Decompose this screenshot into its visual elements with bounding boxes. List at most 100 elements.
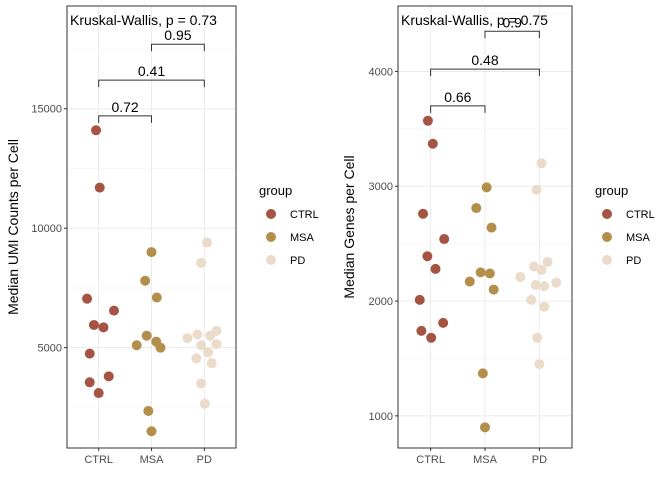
comparison-p-value: 0.9 xyxy=(502,14,522,30)
data-point-pd xyxy=(203,347,214,358)
data-point-ctrl xyxy=(84,348,95,359)
data-point-pd xyxy=(534,359,545,370)
data-point-ctrl xyxy=(93,388,104,399)
data-point-msa xyxy=(155,342,166,353)
data-point-ctrl xyxy=(439,234,450,245)
data-point-pd xyxy=(539,281,550,292)
data-point-msa xyxy=(143,405,154,416)
data-point-ctrl xyxy=(91,125,102,136)
comparison-bracket xyxy=(98,79,205,88)
data-point-msa xyxy=(146,247,157,258)
comparison-p-value: 0.48 xyxy=(471,52,498,68)
x-tick-label: MSA xyxy=(473,454,498,466)
legend: group CTRL MSA PD xyxy=(595,183,655,267)
data-point-pd xyxy=(542,257,553,268)
comparison-p-value: 0.66 xyxy=(444,89,471,105)
comparison-bracket xyxy=(151,43,205,52)
data-point-ctrl xyxy=(84,377,95,388)
data-point-ctrl xyxy=(103,371,114,382)
comparison-p-value: 0.95 xyxy=(164,27,191,43)
y-tick-label: 15000 xyxy=(31,104,62,116)
y-axis-title: Median UMI Counts per Cell xyxy=(5,139,21,315)
legend-label: CTRL xyxy=(290,209,319,221)
comparison-bracket xyxy=(484,30,540,39)
data-point-ctrl xyxy=(422,251,433,262)
comparison-bracket xyxy=(430,68,540,77)
data-point-pd xyxy=(196,378,207,389)
data-point-pd xyxy=(206,358,217,369)
data-point-pd xyxy=(551,277,562,288)
data-point-pd xyxy=(531,184,542,195)
data-point-pd xyxy=(182,333,193,344)
x-tick-label: MSA xyxy=(140,454,165,466)
data-point-msa xyxy=(464,276,475,287)
data-point-ctrl xyxy=(414,294,425,305)
data-point-ctrl xyxy=(430,263,441,274)
panel-umi: 5000 10000 15000 CTRL MSA PD Median UMI Counts… xyxy=(5,5,237,466)
legend-swatch xyxy=(602,255,612,265)
data-point-msa xyxy=(141,330,152,341)
data-point-ctrl xyxy=(109,305,120,316)
data-point-pd xyxy=(526,294,537,305)
panel-genes: 1000 2000 3000 4000 CTRL MSA PD Median Genes pe… xyxy=(341,5,573,466)
legend-title: group xyxy=(595,183,628,198)
y-tick-label: 2000 xyxy=(369,296,393,308)
data-point-ctrl xyxy=(88,319,99,330)
data-point-pd xyxy=(532,332,543,343)
legend-swatch xyxy=(602,209,612,219)
legend-title: group xyxy=(259,183,292,198)
data-point-msa xyxy=(146,426,157,437)
data-point-pd xyxy=(196,257,207,268)
comparison-p-value: 0.72 xyxy=(111,99,138,115)
data-point-pd xyxy=(211,339,222,350)
data-point-pd xyxy=(201,237,212,248)
data-point-msa xyxy=(475,267,486,278)
data-point-pd xyxy=(536,265,547,276)
kruskal-wallis-label: Kruskal-Wallis, p = 0.73 xyxy=(70,12,217,28)
data-point-msa xyxy=(488,284,499,295)
data-point-msa xyxy=(481,182,492,193)
data-point-ctrl xyxy=(427,138,438,149)
data-point-msa xyxy=(484,268,495,279)
data-point-pd xyxy=(196,340,207,351)
data-point-ctrl xyxy=(418,208,429,219)
comparison-bracket xyxy=(430,105,486,113)
y-tick-label: 5000 xyxy=(38,343,62,355)
data-point-ctrl xyxy=(422,115,433,126)
data-point-msa xyxy=(140,275,151,286)
data-point-pd xyxy=(530,279,541,290)
y-tick-label: 3000 xyxy=(369,181,393,193)
data-point-msa xyxy=(480,422,490,433)
data-point-pd xyxy=(539,301,550,312)
legend-label: PD xyxy=(290,255,305,267)
legend-label: MSA xyxy=(626,232,651,244)
data-point-pd xyxy=(191,353,202,364)
y-axis-title: Median Genes per Cell xyxy=(341,155,357,298)
data-point-pd xyxy=(199,398,210,409)
kruskal-wallis-label: Kruskal-Wallis, p = 0.75 xyxy=(401,12,548,28)
x-tick-label: CTRL xyxy=(84,454,113,466)
data-point-pd xyxy=(192,329,203,340)
y-tick-label: 1000 xyxy=(369,411,393,423)
legend-swatch xyxy=(266,232,276,242)
x-tick-label: CTRL xyxy=(416,454,445,466)
data-point-ctrl xyxy=(438,317,449,328)
data-point-ctrl xyxy=(426,332,437,343)
data-point-msa xyxy=(477,368,488,379)
data-point-ctrl xyxy=(82,293,93,304)
data-point-msa xyxy=(471,203,482,214)
y-tick-label: 10000 xyxy=(31,223,62,235)
data-point-pd xyxy=(536,158,547,169)
x-tick-label: PD xyxy=(532,454,547,466)
data-point-msa xyxy=(486,222,497,233)
legend: group CTRL MSA PD xyxy=(259,183,319,267)
legend-label: CTRL xyxy=(626,209,655,221)
data-point-pd xyxy=(205,330,216,341)
data-point-msa xyxy=(131,340,142,351)
y-tick-label: 4000 xyxy=(369,66,393,78)
data-point-msa xyxy=(151,292,162,303)
data-point-ctrl xyxy=(94,182,105,193)
legend-label: PD xyxy=(626,255,641,267)
x-tick-label: PD xyxy=(197,454,212,466)
